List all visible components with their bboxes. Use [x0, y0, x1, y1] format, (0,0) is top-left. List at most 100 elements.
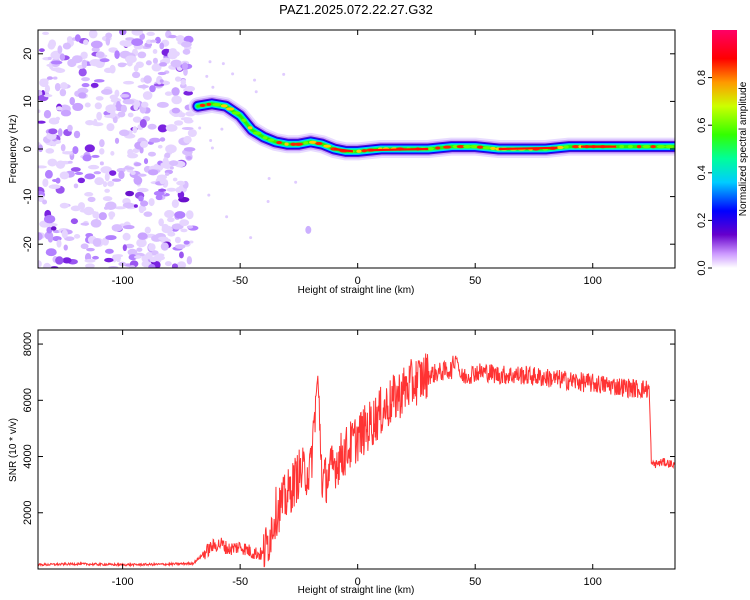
noise-blob — [122, 202, 134, 209]
noise-blob — [180, 228, 188, 233]
noise-blob — [177, 112, 186, 118]
noise-blob — [84, 192, 94, 197]
x-tick-label: 0 — [355, 275, 361, 287]
noise-blob — [92, 211, 98, 219]
y-tick-label: 8000 — [22, 332, 34, 356]
noise-blob — [220, 127, 224, 131]
ridge-peak — [627, 145, 633, 149]
noise-blob — [139, 119, 147, 128]
colorbar-tick-label: 0.6 — [696, 118, 708, 133]
noise-blob — [185, 210, 194, 220]
noise-blob — [92, 255, 99, 260]
noise-blob — [99, 139, 105, 148]
noise-blob — [122, 244, 127, 252]
noise-blob — [44, 169, 53, 179]
noise-blob — [198, 126, 202, 130]
noise-blob — [73, 130, 81, 139]
noise-blob — [146, 31, 155, 36]
noise-blob — [180, 78, 186, 86]
ridge-peak — [309, 140, 317, 144]
ridge-peak — [284, 142, 289, 146]
noise-blob — [183, 90, 193, 96]
noise-blob — [105, 201, 117, 211]
noise-blob — [55, 116, 61, 121]
noise-blob — [119, 40, 128, 46]
colorbar-label: Normalized spectral amplitude — [738, 81, 749, 216]
noise-blob — [73, 234, 81, 239]
spectrogram-y-ticks: -20 -10 0 10 20 — [22, 48, 675, 252]
ridge-peak — [482, 146, 492, 150]
ridge-peak — [456, 145, 466, 149]
noise-blob — [101, 88, 113, 95]
noise-blob — [117, 62, 126, 68]
noise-blob — [84, 144, 95, 153]
noise-blob — [72, 102, 84, 112]
ridge-peak — [212, 102, 222, 107]
ridge-peak — [563, 145, 569, 149]
snr-series-line — [38, 353, 675, 568]
colorbar-ticks: 0.0 0.2 0.4 0.6 0.8 — [696, 70, 712, 276]
noise-blob — [50, 226, 57, 231]
noise-blob — [183, 118, 194, 124]
ridge-peak — [241, 118, 247, 122]
noise-blob — [122, 80, 135, 85]
noise-blob — [164, 152, 171, 159]
noise-blob — [46, 76, 54, 80]
noise-blob — [106, 123, 115, 132]
ridge-peak — [435, 146, 441, 150]
ridge-peak — [276, 141, 282, 145]
noise-blob — [160, 242, 169, 251]
noise-blob — [128, 254, 138, 261]
noise-blob — [104, 188, 110, 193]
noise-blob — [95, 96, 104, 101]
noise-blob — [109, 170, 117, 176]
noise-blob — [305, 225, 312, 234]
noise-blob — [167, 217, 175, 223]
noise-blob — [114, 206, 127, 210]
noise-blob — [125, 55, 137, 64]
noise-blob — [43, 214, 56, 224]
noise-blob — [47, 56, 52, 60]
noise-blob — [137, 51, 147, 59]
noise-blob — [38, 109, 41, 114]
noise-blob — [71, 55, 83, 64]
noise-blob — [174, 244, 186, 249]
ridge-peak — [267, 138, 275, 142]
noise-blob — [122, 99, 135, 105]
noise-blob — [99, 58, 110, 63]
noise-blob — [38, 144, 43, 153]
noise-blob — [131, 30, 144, 36]
noise-blob — [74, 171, 84, 176]
noise-blob — [168, 48, 177, 54]
ridge-peak — [619, 145, 625, 149]
noise-blob — [159, 62, 168, 67]
noise-blob — [155, 36, 161, 44]
noise-blob — [181, 126, 194, 131]
noise-blob — [266, 199, 270, 203]
noise-blob — [38, 165, 48, 169]
noise-blob — [60, 144, 66, 152]
noise-blob — [87, 196, 96, 203]
noise-blob — [42, 31, 50, 36]
ridge-peak — [206, 102, 212, 106]
noise-blob — [94, 102, 102, 110]
noise-blob — [136, 238, 147, 248]
noise-blob — [88, 30, 98, 39]
noise-blob — [91, 46, 100, 52]
noise-blob — [210, 146, 214, 150]
ridge-peak — [470, 145, 479, 149]
noise-blob — [153, 190, 165, 196]
snr-frame — [37, 329, 676, 570]
noise-blob — [98, 212, 107, 221]
noise-blob — [57, 128, 63, 137]
ridge-peak — [452, 145, 459, 149]
noise-blob — [96, 111, 102, 121]
x-tick-label: 100 — [584, 275, 602, 287]
x-tick-label: 50 — [469, 576, 481, 588]
noise-blob — [145, 252, 153, 260]
noise-blob — [179, 251, 184, 259]
noise-blob — [43, 262, 52, 268]
noise-blob — [38, 48, 45, 53]
noise-blob — [114, 50, 120, 59]
spectrogram-x-label: Height of straight line (km) — [298, 285, 415, 296]
